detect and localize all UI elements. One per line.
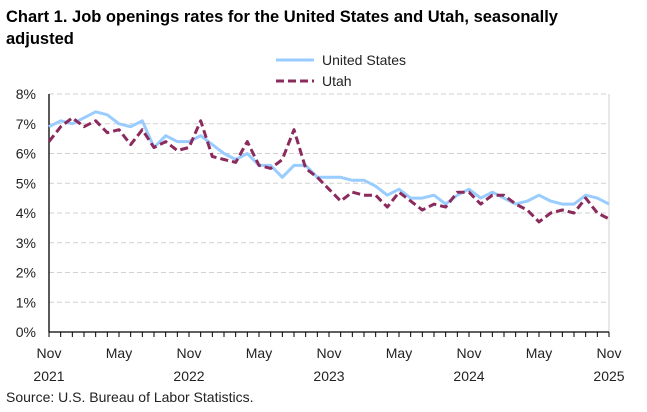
x-tick-label: Nov xyxy=(37,345,62,361)
y-tick-label: 6% xyxy=(16,146,36,162)
y-tick-label: 0% xyxy=(16,324,36,340)
y-tick-label: 5% xyxy=(16,175,36,191)
x-tick-label: Nov xyxy=(597,345,622,361)
x-tick-label: May xyxy=(106,345,132,361)
source-note: Source: U.S. Bureau of Labor Statistics. xyxy=(6,389,254,405)
x-tick-year-label: 2022 xyxy=(173,368,204,384)
x-tick-label: Nov xyxy=(317,345,342,361)
x-tick-year-label: 2025 xyxy=(593,368,624,384)
x-tick-year-label: 2023 xyxy=(313,368,344,384)
x-tick-label: Nov xyxy=(177,345,202,361)
series-line-united-states xyxy=(48,110,610,206)
x-tick-year-label: 2021 xyxy=(33,368,64,384)
y-tick-label: 8% xyxy=(16,86,36,102)
series-line-utah xyxy=(47,116,610,224)
x-tick-year-label: 2024 xyxy=(453,368,484,384)
x-tick-label: May xyxy=(526,345,552,361)
chart-title: Chart 1. Job openings rates for the Unit… xyxy=(6,8,558,48)
x-tick-label: Nov xyxy=(457,345,482,361)
legend-label: Utah xyxy=(322,73,352,89)
legend-label: United States xyxy=(322,52,406,68)
y-tick-label: 1% xyxy=(16,294,36,310)
x-tick-label: May xyxy=(386,345,412,361)
y-tick-label: 3% xyxy=(16,235,36,251)
y-tick-label: 4% xyxy=(16,205,36,221)
x-tick-label: May xyxy=(246,345,272,361)
y-tick-label: 7% xyxy=(16,116,36,132)
y-tick-label: 2% xyxy=(16,265,36,281)
